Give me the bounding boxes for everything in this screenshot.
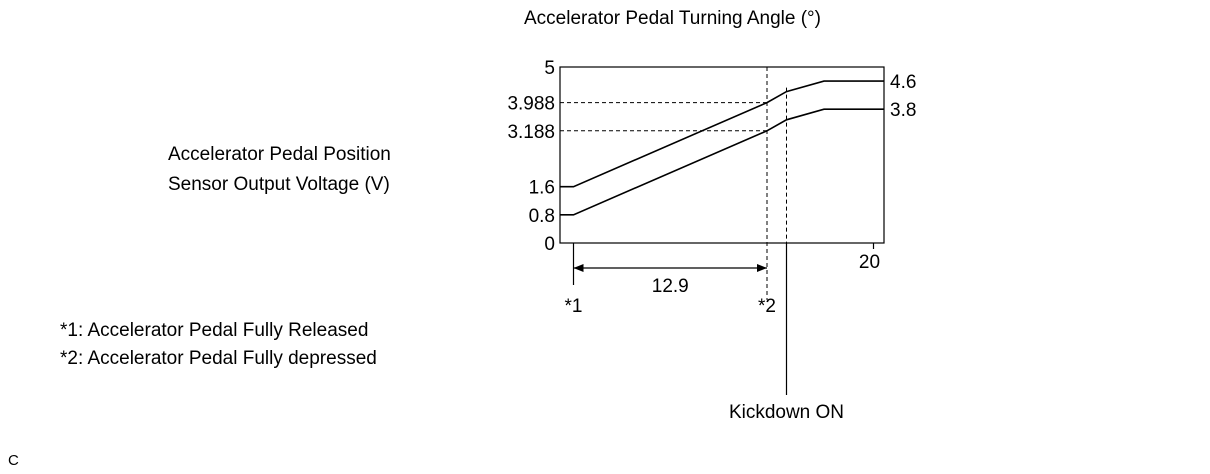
y-axis-label-line-2: Sensor Output Voltage (V) (168, 174, 390, 195)
y-tick-label-5: 0 (544, 234, 555, 255)
y-tick-label-3: 1.6 (529, 178, 555, 199)
y-tick-label-0: 5 (544, 58, 555, 79)
chart-title: Accelerator Pedal Turning Angle (°) (524, 8, 821, 29)
y-tick-label-1: 3.988 (507, 94, 555, 115)
y-axis-label-line-1: Accelerator Pedal Position (168, 144, 391, 165)
series-line-2 (560, 108, 884, 216)
dimension-label: 12.9 (652, 276, 689, 297)
note-depressed: *2: Accelerator Pedal Fully depressed (60, 348, 377, 369)
marker-label-1: *1 (565, 296, 583, 317)
marker-label-2: *2 (758, 296, 776, 317)
series-line-1 (560, 80, 884, 188)
y-tick-label-4: 0.8 (529, 206, 555, 227)
note-released: *1: Accelerator Pedal Fully Released (60, 320, 369, 341)
dimension-arrow-left (573, 264, 584, 272)
dimension-arrow-right (757, 264, 767, 272)
kickdown-label: Kickdown ON (729, 402, 844, 423)
y-tick-label-2: 3.188 (507, 122, 555, 143)
corner-mark: C (8, 452, 19, 469)
x-tick-label-0: 20 (859, 252, 880, 273)
plot-frame (559, 66, 885, 244)
right-label-1: 3.8 (890, 100, 916, 121)
right-label-0: 4.6 (890, 72, 916, 93)
